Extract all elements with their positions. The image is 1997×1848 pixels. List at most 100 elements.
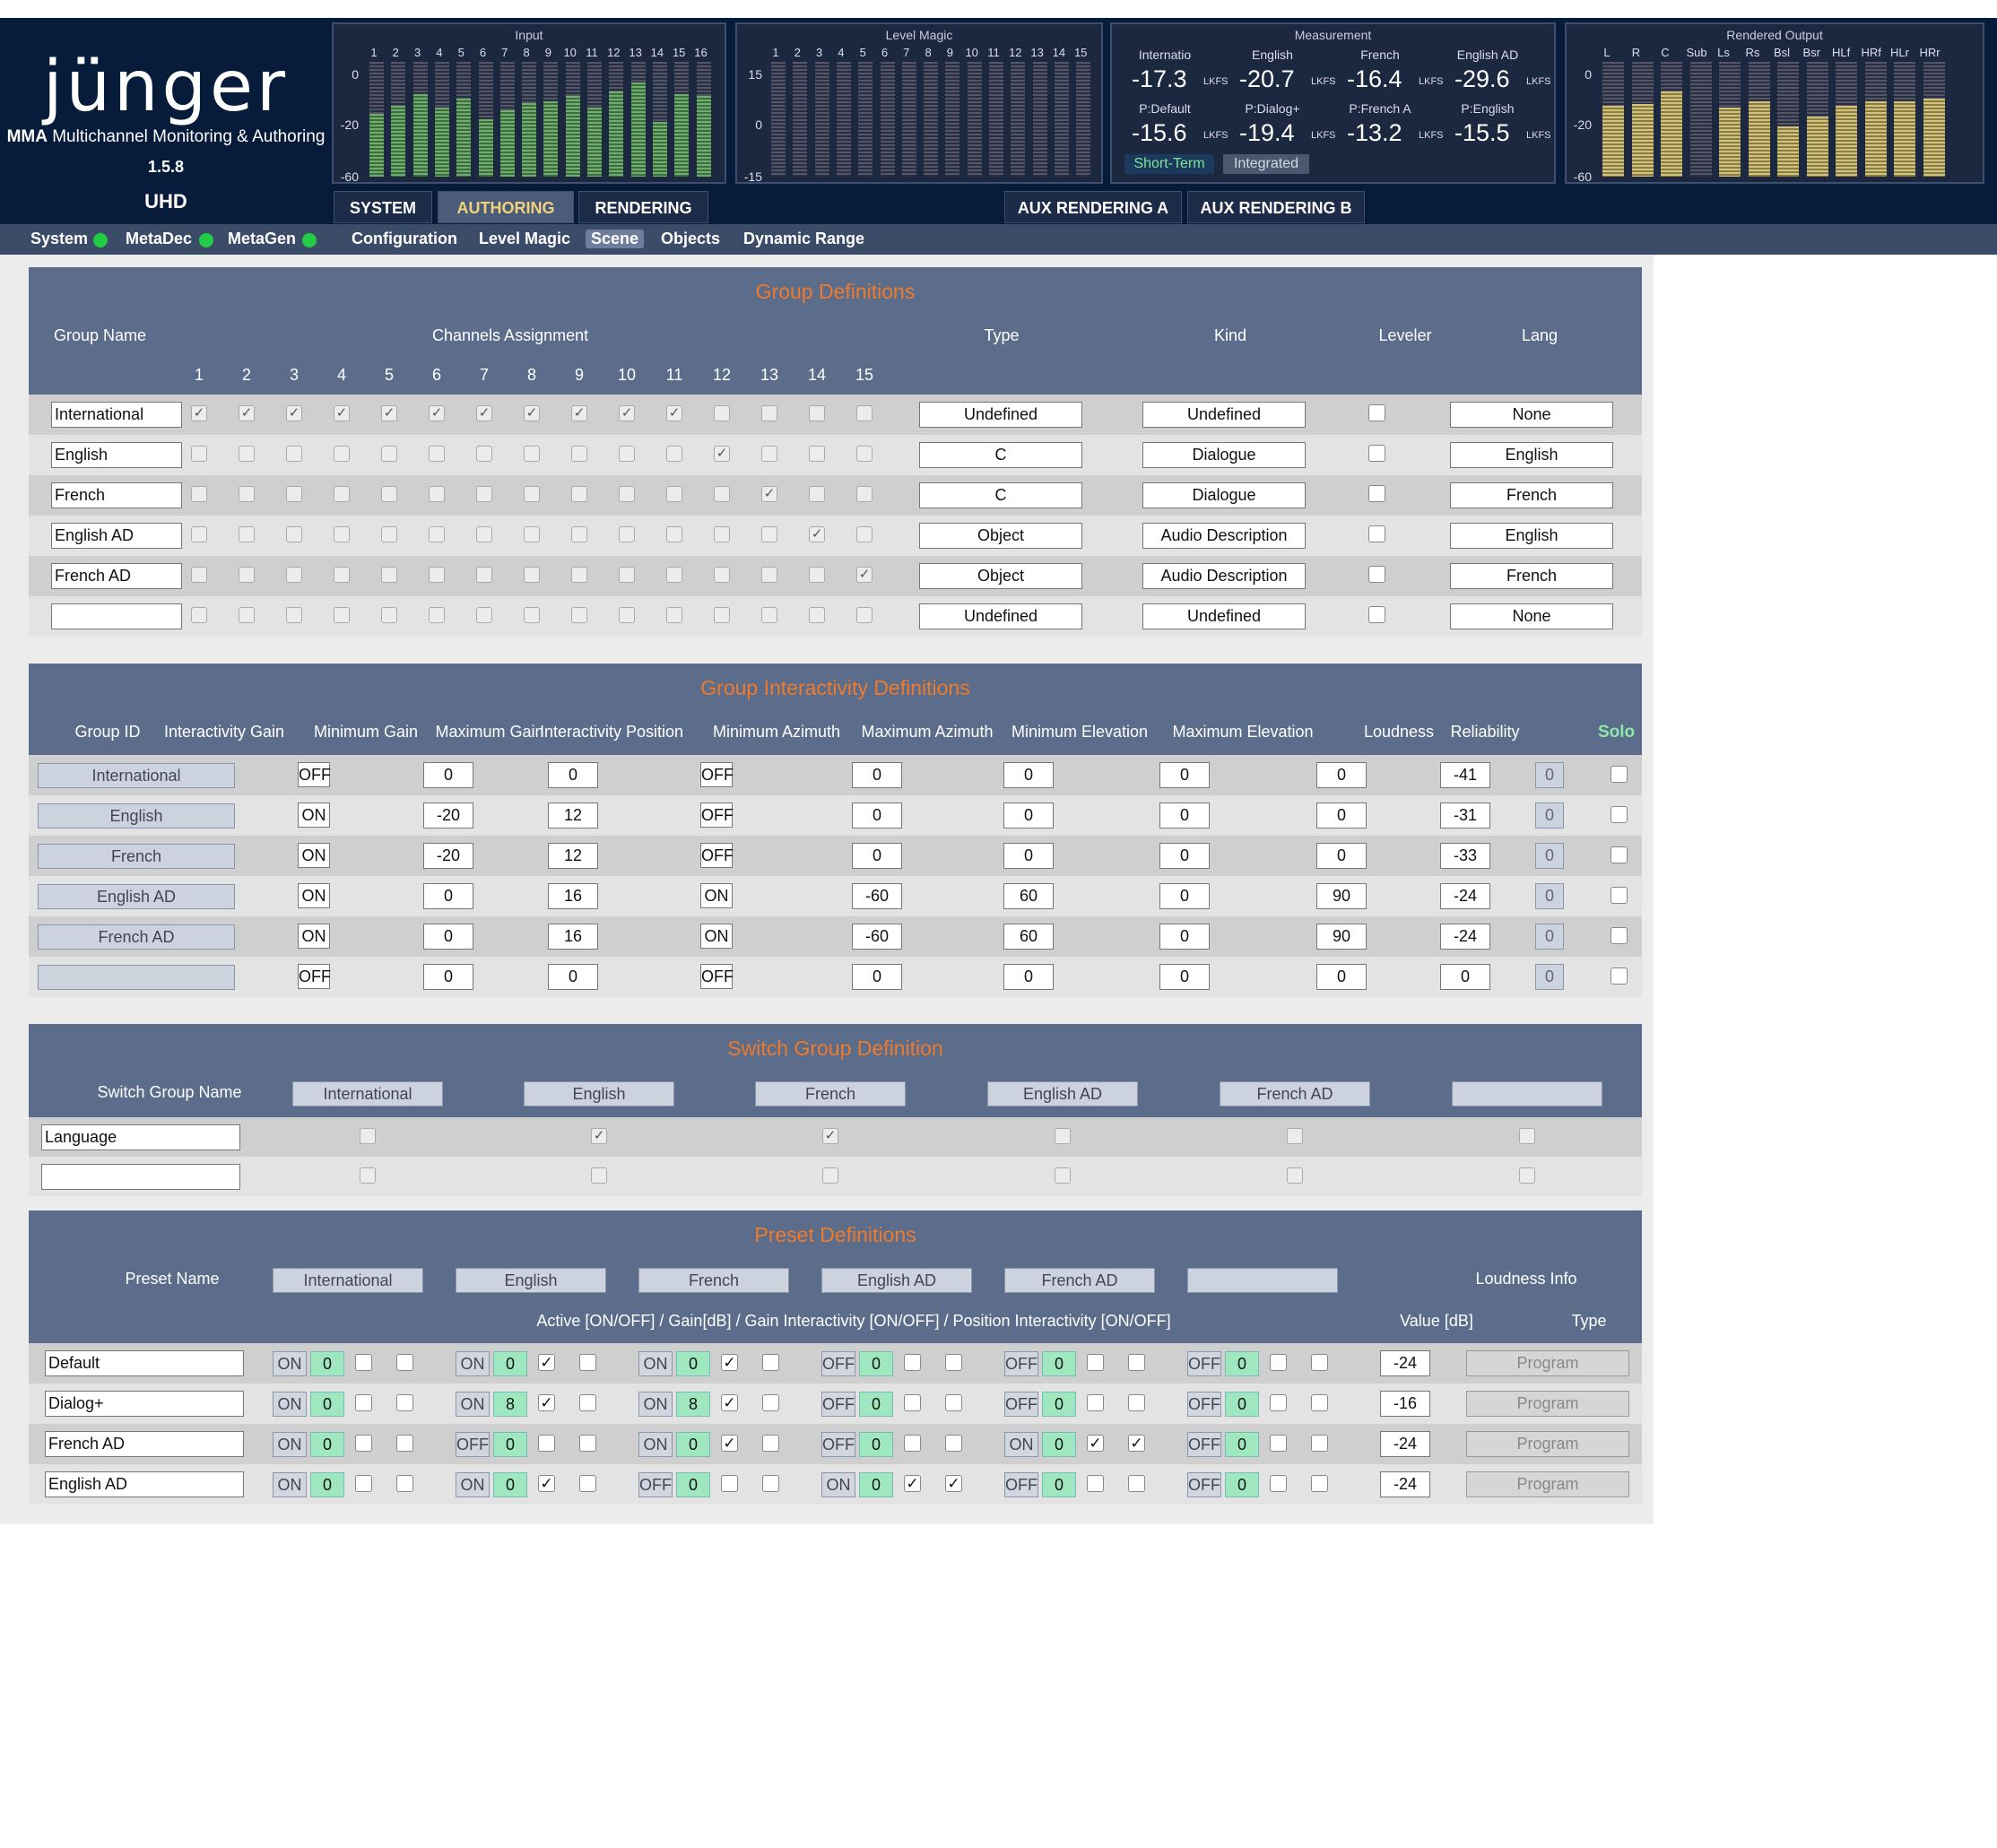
channel-assign-checkbox[interactable] — [191, 526, 207, 542]
channel-assign-checkbox[interactable] — [856, 486, 873, 502]
tab-rendering[interactable]: RENDERING — [578, 191, 708, 223]
preset-position-interactivity-checkbox[interactable] — [1128, 1475, 1145, 1492]
subnav-level-magic[interactable]: Level Magic — [479, 230, 571, 247]
preset-gain-interactivity-checkbox[interactable] — [1270, 1394, 1287, 1411]
channel-assign-checkbox[interactable] — [524, 567, 540, 583]
preset-gain-input[interactable]: 0 — [859, 1392, 893, 1417]
preset-position-interactivity-checkbox[interactable] — [762, 1475, 779, 1492]
channel-assign-checkbox[interactable] — [239, 526, 255, 542]
channel-assign-checkbox[interactable] — [286, 526, 302, 542]
channel-assign-checkbox[interactable] — [571, 567, 587, 583]
channel-assign-checkbox[interactable] — [524, 486, 540, 502]
short-term-button[interactable]: Short-Term — [1124, 154, 1214, 174]
preset-gain-input[interactable]: 0 — [1042, 1351, 1076, 1376]
subnav-objects[interactable]: Objects — [661, 230, 721, 247]
lang-select[interactable]: French — [1450, 563, 1613, 589]
channel-assign-checkbox[interactable] — [571, 607, 587, 623]
minimum-gain-input[interactable]: -20 — [423, 843, 473, 869]
maximum-azimuth-input[interactable]: 0 — [1003, 964, 1054, 990]
leveler-checkbox[interactable] — [1368, 566, 1385, 583]
channel-assign-checkbox[interactable] — [429, 567, 445, 583]
preset-position-interactivity-checkbox[interactable] — [396, 1354, 413, 1371]
minimum-azimuth-input[interactable]: 0 — [852, 762, 902, 788]
preset-active-toggle[interactable]: OFF — [456, 1432, 490, 1457]
preset-name-input[interactable]: English AD — [45, 1471, 244, 1497]
minimum-gain-input[interactable]: 0 — [423, 883, 473, 909]
preset-gain-input[interactable]: 0 — [676, 1472, 710, 1497]
preset-gain-input[interactable]: 0 — [1042, 1472, 1076, 1497]
channel-assign-checkbox[interactable] — [761, 526, 777, 542]
preset-position-interactivity-checkbox[interactable] — [762, 1394, 779, 1411]
minimum-azimuth-input[interactable]: -60 — [852, 924, 902, 950]
maximum-gain-input[interactable]: 16 — [548, 883, 598, 909]
preset-gain-interactivity-checkbox[interactable]: ✓ — [538, 1354, 555, 1371]
channel-assign-checkbox[interactable] — [666, 567, 682, 583]
preset-name-input[interactable]: Dialog+ — [45, 1391, 244, 1417]
channel-assign-checkbox[interactable]: ✓ — [524, 405, 540, 421]
preset-gain-interactivity-checkbox[interactable] — [721, 1475, 738, 1492]
preset-gain-interactivity-checkbox[interactable] — [1087, 1475, 1104, 1492]
channel-assign-checkbox[interactable] — [619, 526, 635, 542]
preset-position-interactivity-checkbox[interactable] — [1311, 1394, 1328, 1411]
channel-assign-checkbox[interactable] — [524, 526, 540, 542]
preset-position-interactivity-checkbox[interactable] — [579, 1354, 596, 1371]
minimum-elevation-input[interactable]: 0 — [1159, 964, 1210, 990]
channel-assign-checkbox[interactable] — [334, 486, 350, 502]
channel-assign-checkbox[interactable]: ✓ — [761, 486, 777, 502]
channel-assign-checkbox[interactable] — [476, 486, 492, 502]
channel-assign-checkbox[interactable] — [286, 446, 302, 462]
channel-assign-checkbox[interactable]: ✓ — [429, 405, 445, 421]
channel-assign-checkbox[interactable] — [809, 446, 825, 462]
channel-assign-checkbox[interactable] — [761, 405, 777, 421]
interactivity-position-toggle[interactable]: ON — [700, 924, 733, 949]
preset-gain-interactivity-checkbox[interactable]: ✓ — [721, 1394, 738, 1411]
preset-gain-interactivity-checkbox[interactable]: ✓ — [1087, 1435, 1104, 1452]
channel-assign-checkbox[interactable] — [239, 486, 255, 502]
channel-assign-checkbox[interactable] — [619, 567, 635, 583]
channel-assign-checkbox[interactable] — [619, 446, 635, 462]
type-select[interactable]: Object — [919, 523, 1082, 549]
minimum-gain-input[interactable]: 0 — [423, 964, 473, 990]
maximum-elevation-input[interactable]: 0 — [1316, 843, 1367, 869]
lang-select[interactable]: English — [1450, 523, 1613, 549]
channel-assign-checkbox[interactable]: ✓ — [856, 567, 873, 583]
loudness-input[interactable]: -41 — [1440, 762, 1490, 788]
channel-assign-checkbox[interactable] — [761, 607, 777, 623]
preset-active-toggle[interactable]: ON — [1004, 1432, 1038, 1457]
maximum-gain-input[interactable]: 0 — [548, 964, 598, 990]
interactivity-position-toggle[interactable]: OFF — [700, 762, 734, 787]
leveler-checkbox[interactable] — [1368, 445, 1385, 462]
maximum-elevation-input[interactable]: 90 — [1316, 883, 1367, 909]
maximum-gain-input[interactable]: 12 — [548, 843, 598, 869]
solo-checkbox[interactable] — [1611, 766, 1628, 783]
interactivity-gain-toggle[interactable]: ON — [298, 803, 330, 828]
preset-active-toggle[interactable]: ON — [638, 1351, 673, 1376]
preset-position-interactivity-checkbox[interactable] — [945, 1435, 962, 1452]
type-select[interactable]: Object — [919, 563, 1082, 589]
channel-assign-checkbox[interactable] — [381, 607, 397, 623]
interactivity-gain-toggle[interactable]: ON — [298, 883, 330, 908]
channel-assign-checkbox[interactable] — [571, 486, 587, 502]
switch-group-checkbox[interactable] — [1519, 1167, 1535, 1184]
preset-position-interactivity-checkbox[interactable] — [1311, 1475, 1328, 1492]
preset-active-toggle[interactable]: ON — [638, 1432, 673, 1457]
kind-select[interactable]: Undefined — [1142, 402, 1306, 428]
preset-gain-input[interactable]: 0 — [1225, 1472, 1259, 1497]
tab-system[interactable]: SYSTEM — [334, 191, 432, 223]
kind-select[interactable]: Undefined — [1142, 603, 1306, 629]
solo-checkbox[interactable] — [1611, 846, 1628, 863]
minimum-gain-input[interactable]: 0 — [423, 924, 473, 950]
preset-gain-interactivity-checkbox[interactable]: ✓ — [538, 1475, 555, 1492]
group-name-input[interactable]: International — [51, 402, 182, 428]
switch-group-checkbox[interactable] — [360, 1128, 376, 1144]
preset-gain-interactivity-checkbox[interactable]: ✓ — [721, 1354, 738, 1371]
group-name-input[interactable]: English — [51, 442, 182, 468]
preset-gain-interactivity-checkbox[interactable] — [1087, 1394, 1104, 1411]
switch-group-name-input[interactable]: Language — [41, 1124, 240, 1150]
preset-gain-interactivity-checkbox[interactable] — [904, 1354, 921, 1371]
maximum-gain-input[interactable]: 0 — [548, 762, 598, 788]
channel-assign-checkbox[interactable] — [381, 446, 397, 462]
preset-position-interactivity-checkbox[interactable] — [945, 1394, 962, 1411]
interactivity-position-toggle[interactable]: OFF — [700, 843, 734, 868]
preset-gain-interactivity-checkbox[interactable] — [1270, 1475, 1287, 1492]
